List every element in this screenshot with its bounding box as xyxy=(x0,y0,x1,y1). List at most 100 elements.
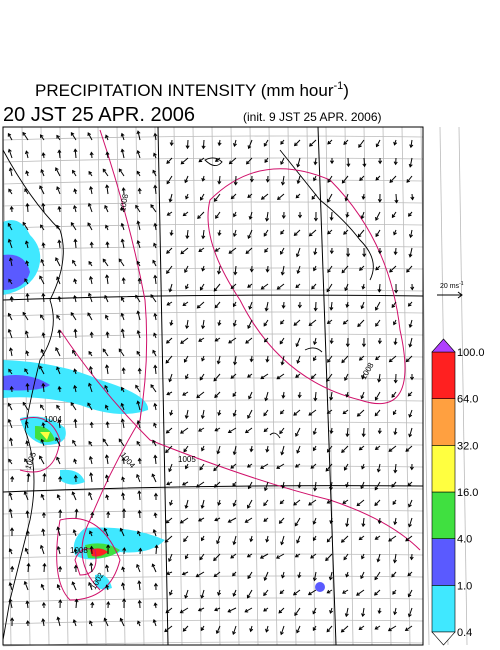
wind-arrow-head xyxy=(41,528,46,533)
wind-arrow xyxy=(8,149,13,159)
wind-arrow-head xyxy=(263,232,268,237)
wind-arrow-head xyxy=(165,429,170,434)
wind-arrow-head xyxy=(166,481,171,486)
wind-arrow-head xyxy=(73,384,78,389)
wind-arrow xyxy=(88,582,93,591)
wind-arrow xyxy=(202,319,205,329)
wind-arrow-head xyxy=(265,217,270,222)
isobar xyxy=(81,129,148,591)
wind-arrow xyxy=(88,383,93,393)
wind-arrow xyxy=(106,455,109,465)
wind-arrow xyxy=(40,545,45,555)
wind-arrow-head xyxy=(360,485,365,490)
wind-arrow-head xyxy=(88,365,93,370)
wind-arrow xyxy=(280,247,285,255)
wind-arrow-head xyxy=(55,167,59,172)
wind-arrow xyxy=(87,132,93,141)
wind-arrow xyxy=(375,391,381,401)
wind-arrow-head xyxy=(377,198,382,203)
wind-arrow xyxy=(154,223,157,231)
wind-arrow xyxy=(70,132,77,141)
wind-scale-exponent: -1 xyxy=(459,281,464,287)
wind-arrow-head xyxy=(73,148,78,153)
wind-arrow-head xyxy=(310,465,315,469)
wind-arrow-head xyxy=(360,305,365,310)
graticule-line xyxy=(458,126,468,646)
wind-arrow-head xyxy=(393,341,398,346)
wind-arrow-head xyxy=(265,178,270,183)
wind-arrow-head xyxy=(325,467,330,472)
wind-arrow-head xyxy=(394,199,399,204)
wind-arrow xyxy=(247,589,253,599)
wind-arrow-head xyxy=(165,519,170,524)
wind-arrow-head xyxy=(407,302,412,307)
isobar xyxy=(19,417,61,473)
wind-arrow xyxy=(374,589,381,596)
wind-arrow-head xyxy=(408,163,413,168)
wind-arrow-head xyxy=(279,410,284,415)
wind-arrow-head xyxy=(279,500,284,505)
wind-arrow-head xyxy=(10,617,15,622)
graticule-line xyxy=(420,126,430,646)
wind-arrow xyxy=(296,535,301,543)
wind-arrow xyxy=(389,175,397,183)
wind-arrow-head xyxy=(166,212,171,216)
wind-arrow-head xyxy=(292,591,297,596)
wind-arrow xyxy=(266,211,269,221)
title-main: PRECIPITATION INTENSITY (mm hour xyxy=(35,81,334,100)
wind-arrow xyxy=(214,193,221,202)
wind-arrow-head xyxy=(57,419,62,424)
wind-arrow xyxy=(8,403,13,411)
wind-arrow-head xyxy=(313,177,317,182)
wind-arrow-head xyxy=(374,486,379,491)
wind-arrow-head xyxy=(407,482,412,487)
map-frame xyxy=(2,126,424,646)
wind-arrow-head xyxy=(213,467,217,472)
wind-arrow-head xyxy=(153,602,158,607)
wind-arrow xyxy=(217,355,221,364)
colorbar-label: 16.0 xyxy=(457,487,478,499)
wind-arrow xyxy=(165,355,173,364)
wind-arrow xyxy=(74,239,77,249)
wind-arrow-head xyxy=(393,161,398,166)
wind-arrow xyxy=(391,481,397,488)
wind-arrow-head xyxy=(105,241,110,246)
wind-arrow-head xyxy=(326,320,331,324)
wind-arrow-head xyxy=(357,233,362,238)
wind-arrow xyxy=(263,229,269,237)
wind-arrow-head xyxy=(329,250,334,255)
wind-arrow-head xyxy=(247,284,251,288)
wind-arrow-head xyxy=(74,508,79,513)
wind-arrow-head xyxy=(8,368,12,373)
wind-arrow-head xyxy=(102,438,107,443)
wind-arrow-head xyxy=(25,292,30,297)
wind-arrow xyxy=(327,409,333,414)
wind-arrow-head xyxy=(198,428,202,432)
wind-arrow xyxy=(122,583,125,591)
wind-arrow-head xyxy=(137,367,142,372)
wind-arrow xyxy=(405,445,413,452)
wind-arrow-head xyxy=(169,412,174,416)
wind-arrow-head xyxy=(247,145,252,150)
wind-arrow-head xyxy=(374,576,379,581)
wind-arrow xyxy=(265,391,269,401)
wind-arrow xyxy=(198,157,205,163)
graticule-line xyxy=(2,355,424,361)
wind-arrow xyxy=(137,330,141,339)
wind-arrow-head xyxy=(260,196,265,200)
wind-arrow-head xyxy=(153,582,158,587)
wind-arrow-head xyxy=(180,340,184,344)
wind-arrow xyxy=(186,229,189,239)
wind-arrow-head xyxy=(136,150,141,154)
wind-arrow-head xyxy=(217,412,222,417)
wind-arrow-head xyxy=(137,187,142,192)
wind-arrow xyxy=(168,463,173,472)
wind-arrow xyxy=(214,391,221,398)
wind-arrow-head xyxy=(313,397,318,402)
wind-arrow-head xyxy=(166,571,170,576)
wind-arrow xyxy=(374,409,381,417)
wind-arrow xyxy=(327,355,333,363)
wind-arrow-head xyxy=(196,394,201,399)
wind-arrow-head xyxy=(249,538,254,543)
rain-area xyxy=(3,375,50,391)
